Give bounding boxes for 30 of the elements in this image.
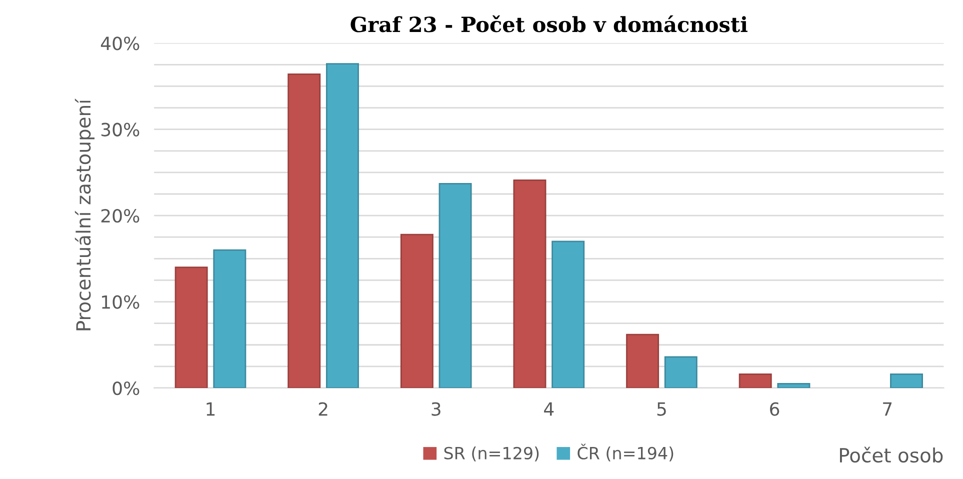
- bar: [400, 234, 434, 388]
- y-tick-label: 0%: [112, 381, 140, 396]
- legend-label: ČR (n=194): [578, 444, 674, 462]
- bar: [513, 180, 546, 388]
- x-tick-label: 6: [770, 402, 780, 416]
- y-tick-label: 20%: [101, 209, 140, 223]
- bar: [438, 182, 472, 388]
- chart-title: Graf 23 - Počet osob v domácnosti: [350, 15, 748, 32]
- bar: [288, 73, 321, 388]
- x-tick-label: 5: [657, 402, 666, 416]
- y-axis-title: Procentuální zastoupení: [74, 98, 95, 330]
- legend-label: SR (n=129): [444, 446, 539, 462]
- bar: [626, 334, 660, 388]
- x-tick-label: 2: [318, 402, 328, 416]
- x-tick-label: 4: [544, 402, 554, 416]
- bar: [213, 249, 246, 388]
- x-axis-title: Počet osob: [840, 446, 943, 463]
- bar: [174, 266, 208, 388]
- bar: [738, 374, 772, 388]
- x-tick-label: 3: [432, 402, 440, 416]
- bar: [326, 63, 359, 388]
- bar: [664, 356, 698, 388]
- y-tick-label: 10%: [102, 295, 140, 309]
- y-tick-label: 40%: [100, 36, 140, 50]
- y-tick-label: 30%: [101, 122, 140, 136]
- x-tick-label: 7: [883, 402, 892, 416]
- bar: [777, 382, 810, 388]
- bar: [552, 240, 585, 388]
- bar: [890, 374, 923, 388]
- x-tick-label: 1: [206, 402, 215, 416]
